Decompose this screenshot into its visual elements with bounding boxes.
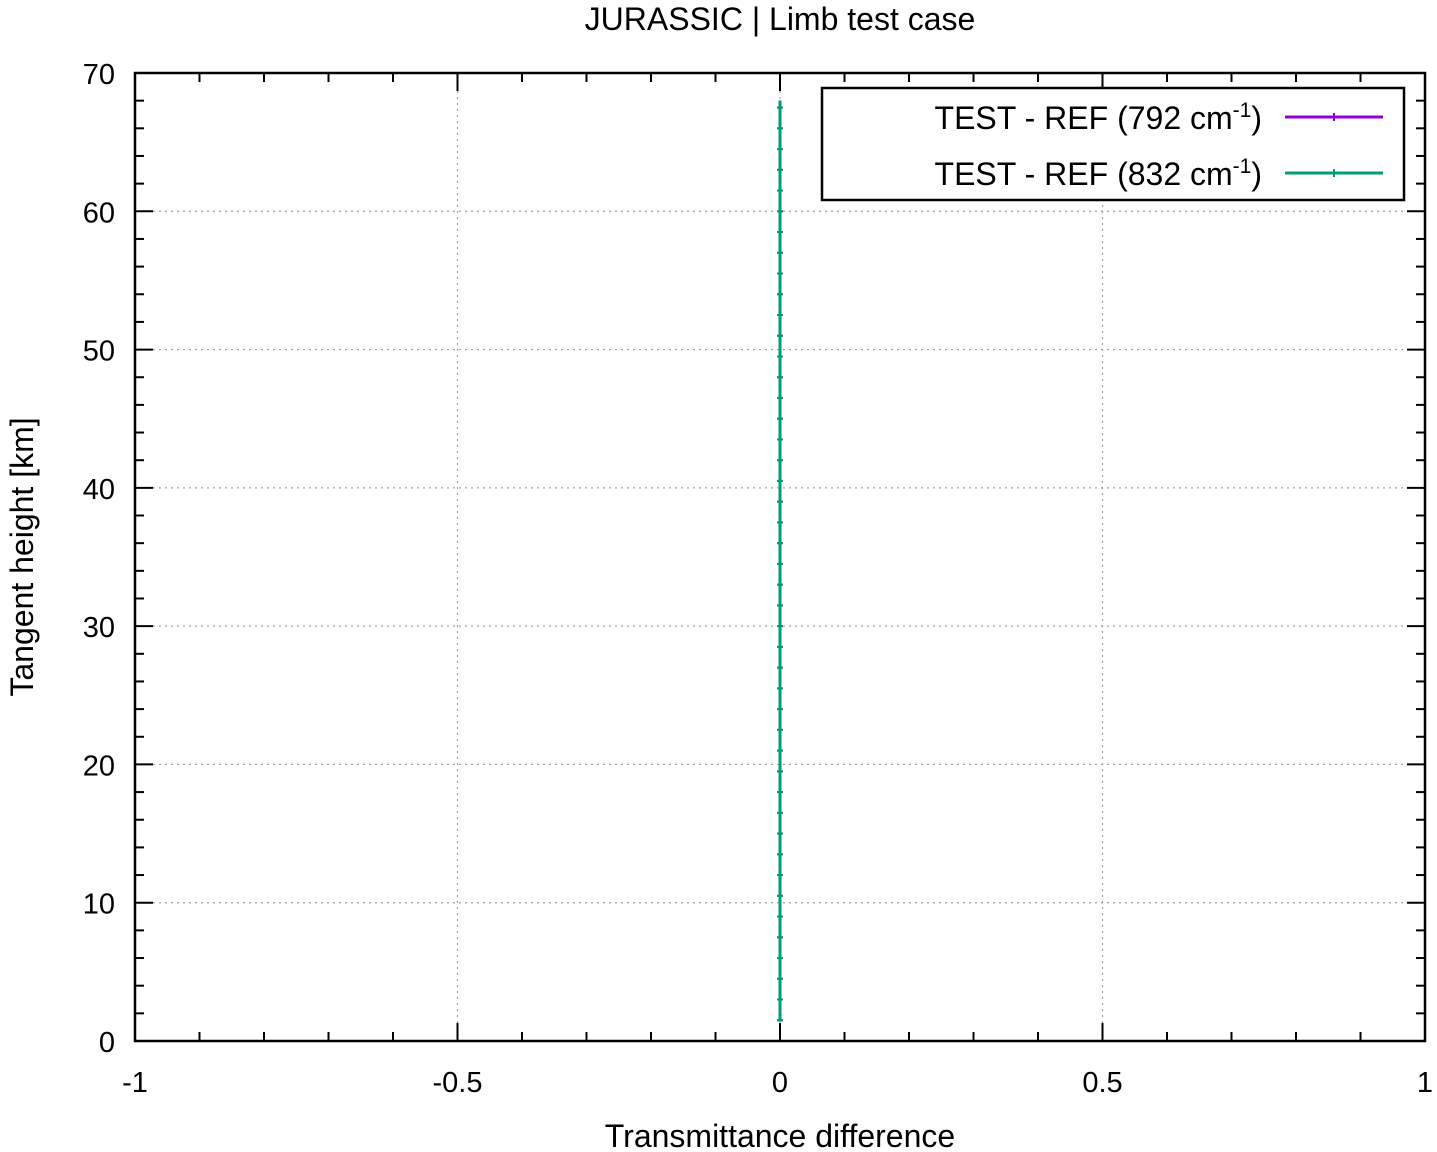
y-tick-label-5: 50 — [83, 336, 115, 368]
y-tick-label-4: 40 — [83, 474, 115, 506]
y-tick-label-1: 10 — [83, 889, 115, 921]
x-axis-label: Transmittance difference — [605, 1118, 955, 1152]
x-tick-label-4: 1 — [1417, 1067, 1433, 1099]
y-tick-label-3: 30 — [83, 612, 115, 644]
x-tick-label-0: -1 — [122, 1067, 148, 1099]
legend-label-832-end: ) — [1251, 156, 1262, 192]
legend-label-832-sup: -1 — [1233, 155, 1252, 178]
x-tick-label-1: -0.5 — [433, 1067, 483, 1099]
y-tick-label-7: 70 — [83, 59, 115, 91]
legend-box — [820, 86, 1406, 202]
legend-swatch-792 — [1285, 113, 1383, 121]
legend-label-792-sup: -1 — [1233, 99, 1252, 122]
legend: TEST - REF (792 cm-1) TEST - REF (832 cm… — [820, 86, 1406, 202]
legend-label-792: TEST - REF (792 cm-1) — [935, 99, 1262, 136]
axis-ticks — [134, 72, 1426, 1042]
x-tick-label-2: 0 — [772, 1067, 788, 1099]
chart-title: JURASSIC | Limb test case — [585, 1, 976, 37]
legend-label-792-end: ) — [1251, 100, 1262, 136]
x-tick-label-3: 0.5 — [1082, 1067, 1122, 1099]
y-tick-label-6: 60 — [83, 197, 115, 229]
y-tick-label-0: 0 — [99, 1027, 115, 1059]
plot-frame — [133, 71, 1427, 1043]
legend-label-792-main: TEST - REF (792 cm — [935, 100, 1233, 136]
legend-swatch-832 — [1285, 169, 1383, 177]
plot-series — [777, 100, 783, 1022]
legend-label-832: TEST - REF (832 cm-1) — [935, 155, 1262, 192]
y-tick-label-2: 20 — [83, 750, 115, 782]
y-axis-label: Tangent height [km] — [4, 417, 40, 696]
legend-label-832-main: TEST - REF (832 cm — [935, 156, 1233, 192]
grid-lines — [135, 73, 1425, 1041]
